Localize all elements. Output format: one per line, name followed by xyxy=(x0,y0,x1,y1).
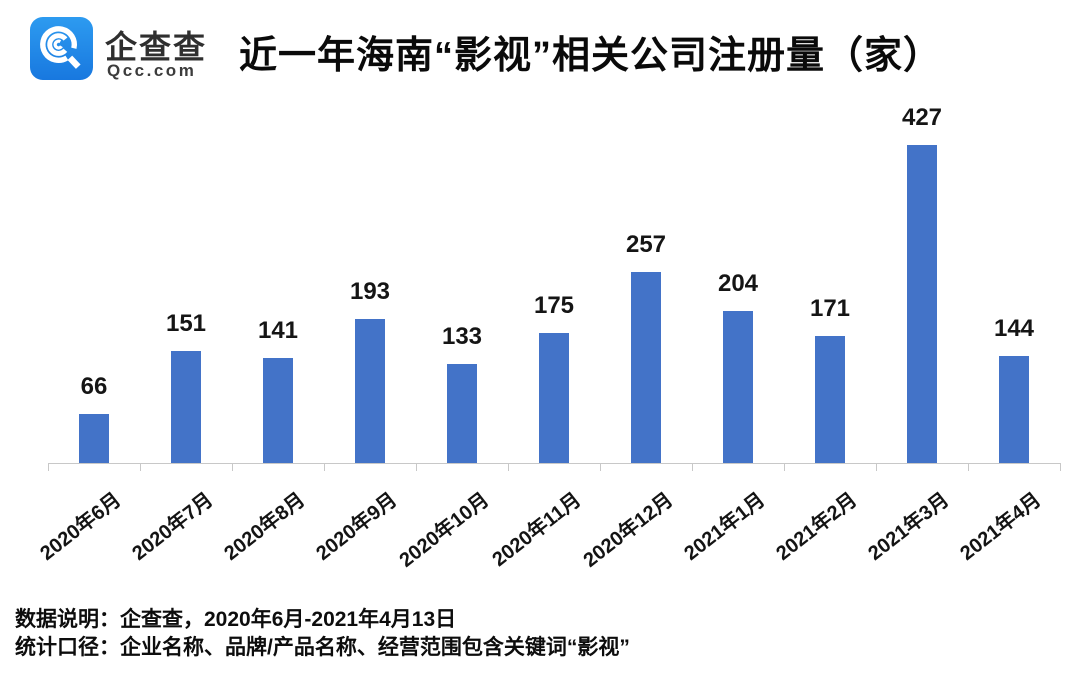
axis-tick xyxy=(416,463,417,471)
axis-tick xyxy=(600,463,601,471)
statistics-scope-note: 统计口径：企业名称、品牌/产品名称、经营范围包含关键词“影视” xyxy=(15,636,630,659)
x-axis-label: 2021年2月 xyxy=(772,488,862,565)
axis-tick xyxy=(508,463,509,471)
x-axis-label: 2020年6月 xyxy=(36,488,126,565)
axis-tick xyxy=(232,463,233,471)
bar-value-label: 151 xyxy=(165,310,207,337)
qcc-magnifier-icon xyxy=(30,17,93,80)
bar xyxy=(907,145,937,463)
bar xyxy=(815,336,845,463)
data-source-note: 数据说明：企查查，2020年6月-2021年4月13日 xyxy=(15,608,457,631)
axis-tick xyxy=(140,463,141,471)
axis-tick xyxy=(1060,463,1061,471)
x-axis-line xyxy=(48,463,1060,464)
x-axis-label: 2020年11月 xyxy=(488,488,586,572)
chart-title: 近一年海南“影视”相关公司注册量（家） xyxy=(239,35,943,77)
x-axis-label: 2020年12月 xyxy=(579,488,678,572)
brand-domain: Qcc.com xyxy=(107,61,197,80)
bar xyxy=(539,333,569,463)
bar xyxy=(999,356,1029,463)
axis-tick xyxy=(784,463,785,471)
bar xyxy=(631,272,661,463)
bar-value-label: 175 xyxy=(533,292,575,319)
bar-value-label: 427 xyxy=(901,104,943,131)
bar-value-label: 133 xyxy=(441,323,483,350)
bar-value-label: 204 xyxy=(717,270,759,297)
bar-value-label: 257 xyxy=(625,231,667,258)
x-axis-label: 2020年9月 xyxy=(312,488,402,565)
x-axis-label: 2021年3月 xyxy=(864,488,954,565)
x-axis-label: 2020年8月 xyxy=(220,488,310,565)
brand-name: 企查查 xyxy=(105,29,208,65)
bar xyxy=(723,311,753,463)
bar xyxy=(355,319,385,463)
x-axis-label: 2020年10月 xyxy=(395,488,494,572)
x-axis-label: 2021年1月 xyxy=(680,488,770,565)
bar xyxy=(171,351,201,463)
axis-tick xyxy=(968,463,969,471)
x-axis-label: 2020年7月 xyxy=(128,488,218,565)
axis-tick xyxy=(48,463,49,471)
axis-tick xyxy=(692,463,693,471)
x-axis-label: 2021年4月 xyxy=(956,488,1046,565)
bar xyxy=(263,358,293,463)
bar xyxy=(79,414,109,463)
bar-value-label: 66 xyxy=(80,373,108,400)
bar xyxy=(447,364,477,463)
bar-value-label: 144 xyxy=(993,315,1035,342)
axis-tick xyxy=(876,463,877,471)
bar-value-label: 193 xyxy=(349,278,391,305)
bar-value-label: 141 xyxy=(257,317,299,344)
axis-tick xyxy=(324,463,325,471)
bar-value-label: 171 xyxy=(809,295,851,322)
